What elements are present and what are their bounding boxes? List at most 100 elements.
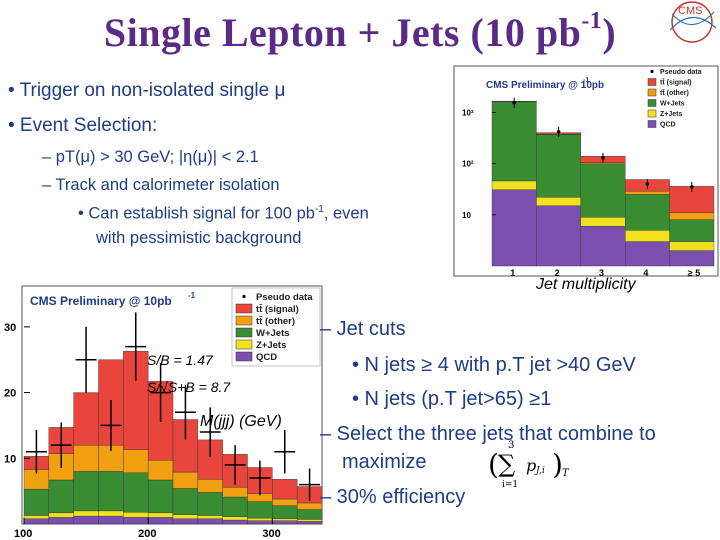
chart2-bars [23,312,323,525]
chart1-axes: 1 2 3 4 ≥ 5 10 10² 10³ [462,108,700,278]
mjjj-chart: CMS Preliminary @ 10pb -1 Pseudo datatt̄… [0,280,335,540]
bullet-trigger: • Trigger on non-isolated single μ [8,80,286,101]
bar-tt-signal-11 [272,479,298,500]
chart2-axes: 10 20 30 100 200 300 [4,322,281,540]
y-tick-label-2: 20 [4,388,16,400]
bar-z-jets-5 [669,241,715,251]
formula-lower-limit: i=1 [502,480,519,490]
bar-tt-other-8 [197,479,223,493]
bar-tt-other-7 [172,471,199,489]
legend-marker-pseudo-data [242,294,246,299]
formula-open-paren: ( [488,448,499,481]
bar-z-jets-1 [23,515,50,519]
x-tick-label-3: 3 [599,268,604,278]
legend-label-z-jets: Z+Jets [660,111,682,118]
significance: S/√S+B = 8.7 [147,379,231,395]
bar-w-jets-11 [272,505,298,519]
bar-tt-other-12 [296,502,323,510]
bar-w-jets-7 [172,488,199,515]
x-tick-label-1: 1 [510,268,515,278]
bar-w-jets-4 [624,194,670,231]
jet-multiplicity-label: Jet multiplicity [536,276,636,293]
legend-swatch-w-jets [647,99,657,107]
legend-swatch-tt-signal [647,78,657,86]
legend-swatch-qcd [647,120,657,128]
bar-z-jets-6 [147,512,174,518]
bar-qcd-11 [272,520,298,525]
bar-qcd-1 [23,518,50,525]
legend-swatch-w-jets [235,327,253,338]
legend-swatch-qcd [235,351,253,362]
bar-w-jets-5 [123,472,149,513]
bar-tt-other-4 [624,190,670,195]
bar-qcd-4 [98,515,124,525]
bar-qcd-9 [222,519,248,525]
legend-label-z-jets: Z+Jets [256,340,286,351]
bar-w-jets-2 [48,479,74,514]
legend-label-w-jets: W+Jets [660,101,685,108]
bar-z-jets-10 [247,517,273,521]
x-tick-label-2: 2 [555,268,560,278]
formula-close-paren: ) [552,448,563,481]
legend-label-qcd: QCD [256,352,277,363]
mjjj-label: M(jjj) (GeV) [200,413,282,430]
chart1-title-sup: -1 [583,77,589,84]
sub-pt-cut: – pT(μ) > 30 GeV; |η(μ)| < 2.1 [42,148,259,166]
bar-qcd-3 [73,515,99,525]
jet-cuts-heading: – Jet cuts [320,318,406,340]
legend-marker-pseudo-data [650,69,654,74]
cut-njets-65: • N jets (p.T jet>65) ≥1 [352,388,552,410]
bar-qcd-4 [624,241,670,267]
bar-w-jets-10 [247,501,273,519]
chart1-legend: Pseudo data tt̄ (signal)tt̄ (other) W+Jets… [647,69,702,129]
bar-z-jets-1 [491,180,537,190]
bar-qcd-3 [580,225,626,267]
bar-z-jets-3 [580,216,626,227]
legend-label-pseudo-data: Pseudo data [660,69,702,76]
bar-tt-other-11 [272,498,298,506]
legend-swatch-z-jets [235,339,253,350]
chart1-frame [453,65,719,277]
bar-tt-other-3 [73,444,99,472]
max-formula: 3 ( ∑ i=1 p J,i ) T [488,438,578,494]
chart1-bars [491,97,715,267]
bar-qcd-5 [123,517,149,525]
bar-z-jets-3 [73,510,99,517]
formula-p: p [526,456,537,475]
bar-z-jets-5 [123,511,149,518]
bar-w-jets-9 [222,496,248,517]
y-tick-label-1: 10 [4,453,16,465]
bullet-event-selection: • Event Selection: [8,115,158,136]
bar-w-jets-3 [73,471,99,512]
select-three-jets: – Select the three jets that combine to [320,423,656,445]
x-tick-label-3: 300 [262,528,280,540]
bar-qcd-12 [296,521,323,525]
bar-qcd-7 [172,518,199,525]
bar-z-jets-11 [272,518,298,521]
x-tick-label-1: 100 [14,528,32,540]
legend-swatch-tt-signal [235,303,253,314]
bar-qcd-2 [48,517,74,525]
bar-z-jets-4 [624,230,670,242]
sub-isolation: – Track and calorimeter isolation [42,176,280,194]
chart2-title-sup: -1 [188,291,196,300]
legend-label-pseudo-data: Pseudo data [256,292,313,303]
bar-w-jets-5 [669,219,715,242]
cut-njets-40: • N jets ≥ 4 with p.T jet >40 GeV [352,354,636,376]
bar-w-jets-1 [491,101,537,182]
bar-qcd-1 [491,189,537,267]
formula-sum-icon: ∑ [498,450,516,478]
efficiency: – 30% efficiency [320,486,466,508]
legend-label-tt-signal: tt̄ (signal) [660,78,692,87]
legend-swatch-z-jets [647,109,657,118]
chart1-title: CMS Preliminary @ 10pb [486,80,604,91]
bar-z-jets-12 [296,519,323,522]
bar-w-jets-4 [98,471,124,512]
legend-label-tt-other: tt̄ (other) [660,88,689,97]
legend-swatch-tt-other [235,315,253,326]
legend-label-w-jets: W+Jets [256,328,290,339]
legend-swatch-tt-other [647,88,657,97]
formula-T: T [562,468,569,479]
legend-label-qcd: QCD [660,122,676,129]
bar-qcd-8 [197,518,223,525]
